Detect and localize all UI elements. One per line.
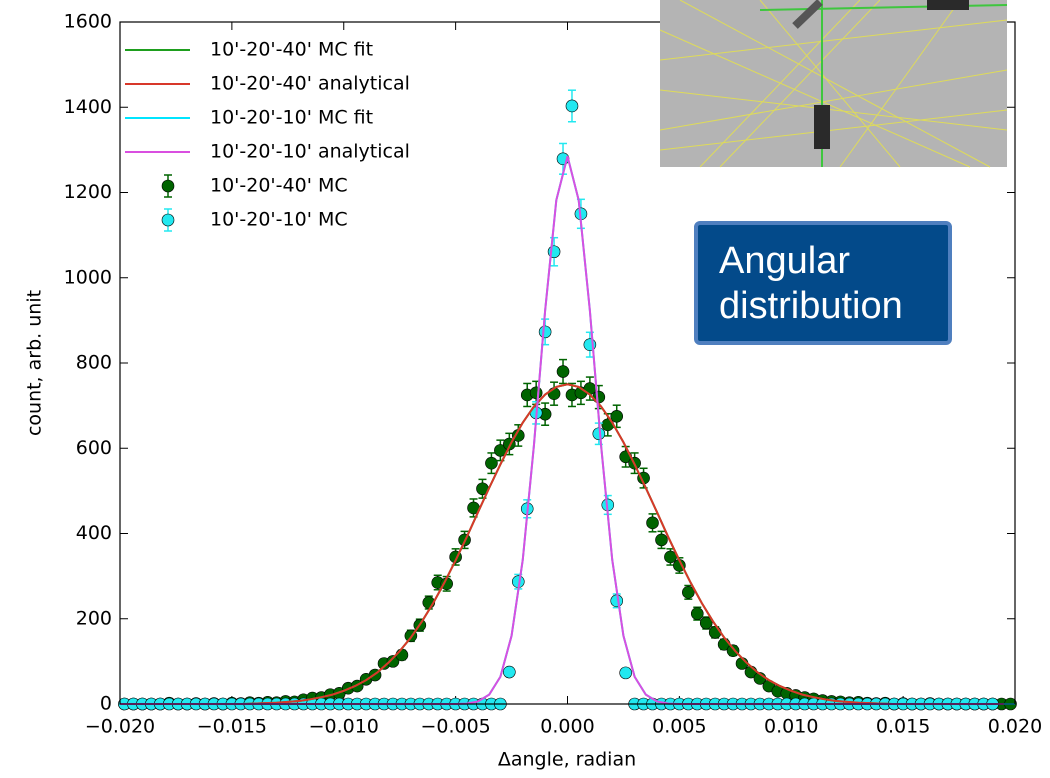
y-tick-label: 1400	[64, 96, 112, 118]
y-tick-label: 1600	[64, 11, 112, 33]
data-point	[538, 325, 552, 339]
data-point	[592, 390, 606, 404]
data-point	[610, 409, 624, 423]
annotation-text: distribution	[719, 285, 903, 327]
y-tick-label: 400	[76, 522, 112, 544]
data-point	[395, 648, 409, 662]
annotation-text: Angular	[719, 240, 850, 282]
data-point	[646, 516, 659, 530]
data-point	[726, 644, 740, 658]
x-tick-label: 0.020	[988, 716, 1042, 738]
data-point	[619, 666, 632, 680]
data-point	[529, 386, 543, 400]
x-tick-label: −0.015	[197, 716, 267, 738]
legend-label: 10'-20'-10' analytical	[210, 141, 410, 163]
y-tick-label: 200	[76, 607, 112, 629]
data-point	[556, 365, 570, 378]
y-tick-label: 1000	[64, 266, 112, 288]
x-tick-label: −0.005	[420, 716, 490, 738]
x-tick-label: −0.020	[85, 716, 155, 738]
x-axis-label: Δangle, radian	[498, 749, 636, 771]
x-tick-label: 0.010	[764, 716, 818, 738]
fit-line	[120, 383, 1015, 705]
data-point	[485, 456, 498, 470]
y-tick-label: 1200	[64, 181, 112, 203]
data-point	[682, 586, 695, 599]
plot-frame	[119, 21, 1016, 705]
data-point	[503, 665, 516, 679]
x-tick-label: −0.010	[309, 716, 379, 738]
x-tick-label: 0.005	[652, 716, 706, 738]
data-point	[708, 626, 722, 639]
y-tick-label: 0	[100, 693, 112, 715]
legend-label: 10'-20'-40' analytical	[210, 73, 410, 95]
y-axis-label: count, arb. unit	[24, 290, 46, 436]
annotation-box: Angular distribution	[694, 221, 952, 345]
legend-label: 10'-20'-40' MC	[210, 175, 348, 197]
data-point	[655, 533, 668, 547]
data-point	[583, 338, 597, 351]
y-tick-label: 800	[76, 352, 112, 374]
x-tick-label: 0.015	[876, 716, 930, 738]
legend-label: 10'-20'-40' MC fit	[210, 39, 373, 61]
data-point	[386, 655, 400, 668]
legend-label: 10'-20'-10' MC fit	[210, 107, 373, 129]
data-point	[664, 550, 677, 564]
plot-area: 0 200 400 600 800 1000 1200 1400 1600 −0.020 −0.01…	[64, 11, 1043, 738]
data-point	[690, 607, 704, 620]
legend-label: 10'-20'-10' MC	[210, 209, 348, 231]
data-point	[565, 99, 579, 113]
fit-line	[120, 383, 1015, 705]
legend-marker	[161, 179, 175, 193]
legend-marker	[161, 213, 175, 227]
x-tick-label: 0.000	[540, 716, 594, 738]
y-tick-label: 600	[76, 437, 112, 459]
data-point	[699, 616, 713, 630]
inset-image	[659, 0, 1008, 168]
